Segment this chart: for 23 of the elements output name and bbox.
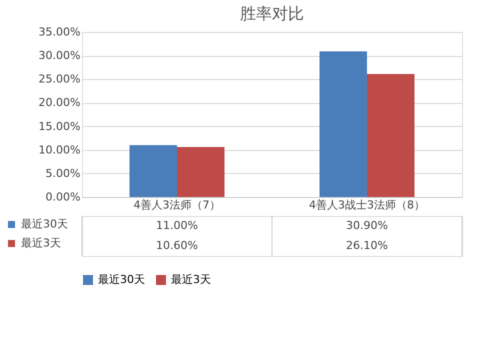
y-tick-label: 10.00% — [38, 143, 80, 156]
data-label: 11.00% — [156, 219, 198, 232]
y-tick-label: 5.00% — [46, 166, 80, 180]
bar — [367, 74, 414, 197]
y-tick-label: 20.00% — [38, 96, 80, 110]
bar — [320, 51, 367, 197]
y-tick-label: 0.00% — [46, 190, 80, 204]
bar — [177, 147, 224, 197]
y-tick-label: 25.00% — [38, 72, 80, 86]
y-tick-label: 35.00% — [38, 26, 80, 38]
data-label: 26.10% — [346, 239, 388, 252]
data-label: 30.90% — [346, 219, 388, 232]
legend-label: 最近30天 — [21, 218, 68, 230]
legend-label: 最近3天 — [171, 273, 211, 286]
y-tick-label: 30.00% — [38, 49, 80, 62]
chart-title: 胜率对比 — [240, 4, 304, 23]
text: 最近3天 — [21, 236, 61, 250]
x-tick-label: 4善人3法师（7） — [134, 198, 220, 212]
y-tick-label: 15.00% — [38, 120, 80, 133]
text: 最近30天 — [98, 273, 145, 286]
bar — [130, 145, 177, 197]
x-tick-label: 4善人3战士3法师（8） — [309, 198, 425, 212]
data-label: 10.60% — [156, 239, 198, 252]
